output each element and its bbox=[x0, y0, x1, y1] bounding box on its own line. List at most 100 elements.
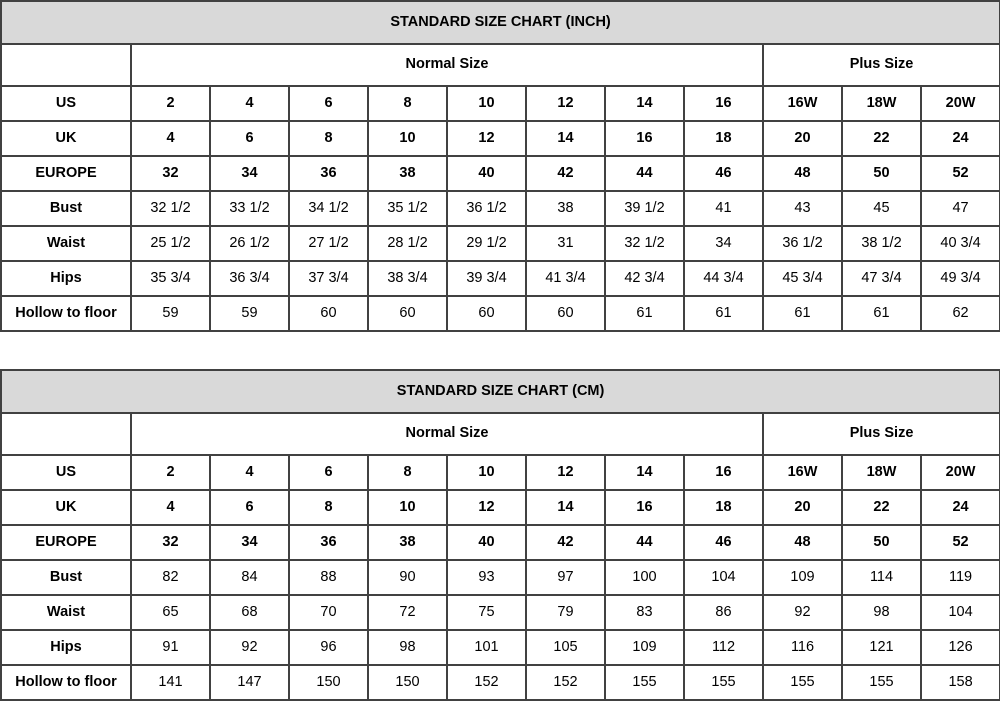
size-value-cell: 155 bbox=[604, 664, 685, 701]
size-value-cell: 24 bbox=[919, 120, 1000, 157]
size-value-cell: 52 bbox=[919, 524, 1000, 561]
size-value-cell: 121 bbox=[841, 629, 922, 666]
row-label: US bbox=[0, 85, 132, 122]
size-value-cell: 109 bbox=[604, 629, 685, 666]
size-value-cell: 16W bbox=[762, 85, 843, 122]
size-value-cell: 79 bbox=[525, 594, 606, 631]
size-value-cell: 41 3/4 bbox=[525, 260, 606, 297]
size-value-cell: 38 1/2 bbox=[841, 225, 922, 262]
row-label: Bust bbox=[0, 190, 132, 227]
size-value-cell: 59 bbox=[209, 295, 290, 332]
size-value-cell: 4 bbox=[209, 85, 290, 122]
size-value-cell: 12 bbox=[446, 489, 527, 526]
size-value-cell: 31 bbox=[525, 225, 606, 262]
size-value-cell: 59 bbox=[130, 295, 211, 332]
size-value-cell: 60 bbox=[525, 295, 606, 332]
table-title-cm: STANDARD SIZE CHART (CM) bbox=[0, 369, 1000, 414]
size-chart-inch-table: STANDARD SIZE CHART (INCH) Normal Size P… bbox=[0, 0, 1000, 332]
title-row: STANDARD SIZE CHART (INCH) bbox=[0, 0, 1000, 45]
size-value-cell: 37 3/4 bbox=[288, 260, 369, 297]
size-value-cell: 12 bbox=[525, 454, 606, 491]
table-gap bbox=[0, 332, 1000, 369]
table-row: EUROPE 32 34 36 38 40 42 44 46 48 50 52 bbox=[0, 524, 1000, 561]
size-value-cell: 109 bbox=[762, 559, 843, 596]
row-label: Waist bbox=[0, 225, 132, 262]
size-value-cell: 41 bbox=[683, 190, 764, 227]
size-value-cell: 50 bbox=[841, 155, 922, 192]
plus-size-header: Plus Size bbox=[761, 412, 1000, 456]
size-value-cell: 96 bbox=[288, 629, 369, 666]
table-row: Bust 82 84 88 90 93 97 100 104 109 114 119 bbox=[0, 559, 1000, 596]
size-value-cell: 26 1/2 bbox=[209, 225, 290, 262]
size-value-cell: 112 bbox=[683, 629, 764, 666]
size-value-cell: 32 1/2 bbox=[130, 190, 211, 227]
size-value-cell: 60 bbox=[288, 295, 369, 332]
size-value-cell: 25 1/2 bbox=[130, 225, 211, 262]
size-value-cell: 40 bbox=[446, 524, 527, 561]
size-value-cell: 38 bbox=[525, 190, 606, 227]
size-value-cell: 88 bbox=[288, 559, 369, 596]
size-value-cell: 44 bbox=[604, 524, 685, 561]
size-value-cell: 14 bbox=[525, 120, 606, 157]
size-value-cell: 141 bbox=[130, 664, 211, 701]
size-value-cell: 83 bbox=[604, 594, 685, 631]
size-value-cell: 42 3/4 bbox=[604, 260, 685, 297]
size-value-cell: 14 bbox=[604, 85, 685, 122]
size-value-cell: 10 bbox=[367, 120, 448, 157]
size-group-header-row: Normal Size Plus Size bbox=[0, 43, 1000, 87]
size-value-cell: 10 bbox=[446, 454, 527, 491]
size-value-cell: 2 bbox=[130, 454, 211, 491]
size-value-cell: 32 1/2 bbox=[604, 225, 685, 262]
row-label: US bbox=[0, 454, 132, 491]
size-value-cell: 52 bbox=[919, 155, 1000, 192]
size-value-cell: 12 bbox=[525, 85, 606, 122]
size-value-cell: 10 bbox=[446, 85, 527, 122]
size-value-cell: 44 bbox=[604, 155, 685, 192]
size-value-cell: 40 3/4 bbox=[919, 225, 1000, 262]
table-title-inch: STANDARD SIZE CHART (INCH) bbox=[0, 0, 1000, 45]
table-row: Hollow to floor 59 59 60 60 60 60 61 61 61 61 62 bbox=[0, 295, 1000, 332]
size-value-cell: 18 bbox=[683, 120, 764, 157]
size-value-cell: 47 3/4 bbox=[841, 260, 922, 297]
row-label: Hollow to floor bbox=[0, 664, 132, 701]
size-value-cell: 155 bbox=[841, 664, 922, 701]
size-group-header-row: Normal Size Plus Size bbox=[0, 412, 1000, 456]
size-value-cell: 36 1/2 bbox=[762, 225, 843, 262]
size-value-cell: 47 bbox=[919, 190, 1000, 227]
size-value-cell: 12 bbox=[446, 120, 527, 157]
size-value-cell: 4 bbox=[130, 489, 211, 526]
table-row: Waist 25 1/2 26 1/2 27 1/2 28 1/2 29 1/2 31 32 … bbox=[0, 225, 1000, 262]
table-row: UK 4 6 8 10 12 14 16 18 20 22 24 bbox=[0, 120, 1000, 157]
size-value-cell: 48 bbox=[762, 524, 843, 561]
size-value-cell: 158 bbox=[919, 664, 1000, 701]
size-value-cell: 65 bbox=[130, 594, 211, 631]
size-value-cell: 68 bbox=[209, 594, 290, 631]
size-value-cell: 49 3/4 bbox=[919, 260, 1000, 297]
size-value-cell: 32 bbox=[130, 155, 211, 192]
size-value-cell: 20W bbox=[919, 85, 1000, 122]
size-value-cell: 100 bbox=[604, 559, 685, 596]
size-value-cell: 92 bbox=[762, 594, 843, 631]
size-value-cell: 104 bbox=[919, 594, 1000, 631]
size-value-cell: 91 bbox=[130, 629, 211, 666]
size-value-cell: 46 bbox=[683, 524, 764, 561]
size-value-cell: 93 bbox=[446, 559, 527, 596]
size-value-cell: 36 bbox=[288, 155, 369, 192]
size-value-cell: 8 bbox=[288, 120, 369, 157]
size-value-cell: 6 bbox=[209, 120, 290, 157]
size-value-cell: 45 bbox=[841, 190, 922, 227]
size-value-cell: 38 3/4 bbox=[367, 260, 448, 297]
size-value-cell: 97 bbox=[525, 559, 606, 596]
size-value-cell: 90 bbox=[367, 559, 448, 596]
title-row: STANDARD SIZE CHART (CM) bbox=[0, 369, 1000, 414]
size-value-cell: 101 bbox=[446, 629, 527, 666]
size-value-cell: 50 bbox=[841, 524, 922, 561]
size-value-cell: 36 bbox=[288, 524, 369, 561]
size-value-cell: 116 bbox=[762, 629, 843, 666]
size-value-cell: 10 bbox=[367, 489, 448, 526]
corner-cell bbox=[0, 43, 132, 87]
row-label: UK bbox=[0, 120, 132, 157]
row-label: UK bbox=[0, 489, 132, 526]
size-value-cell: 38 bbox=[367, 524, 448, 561]
